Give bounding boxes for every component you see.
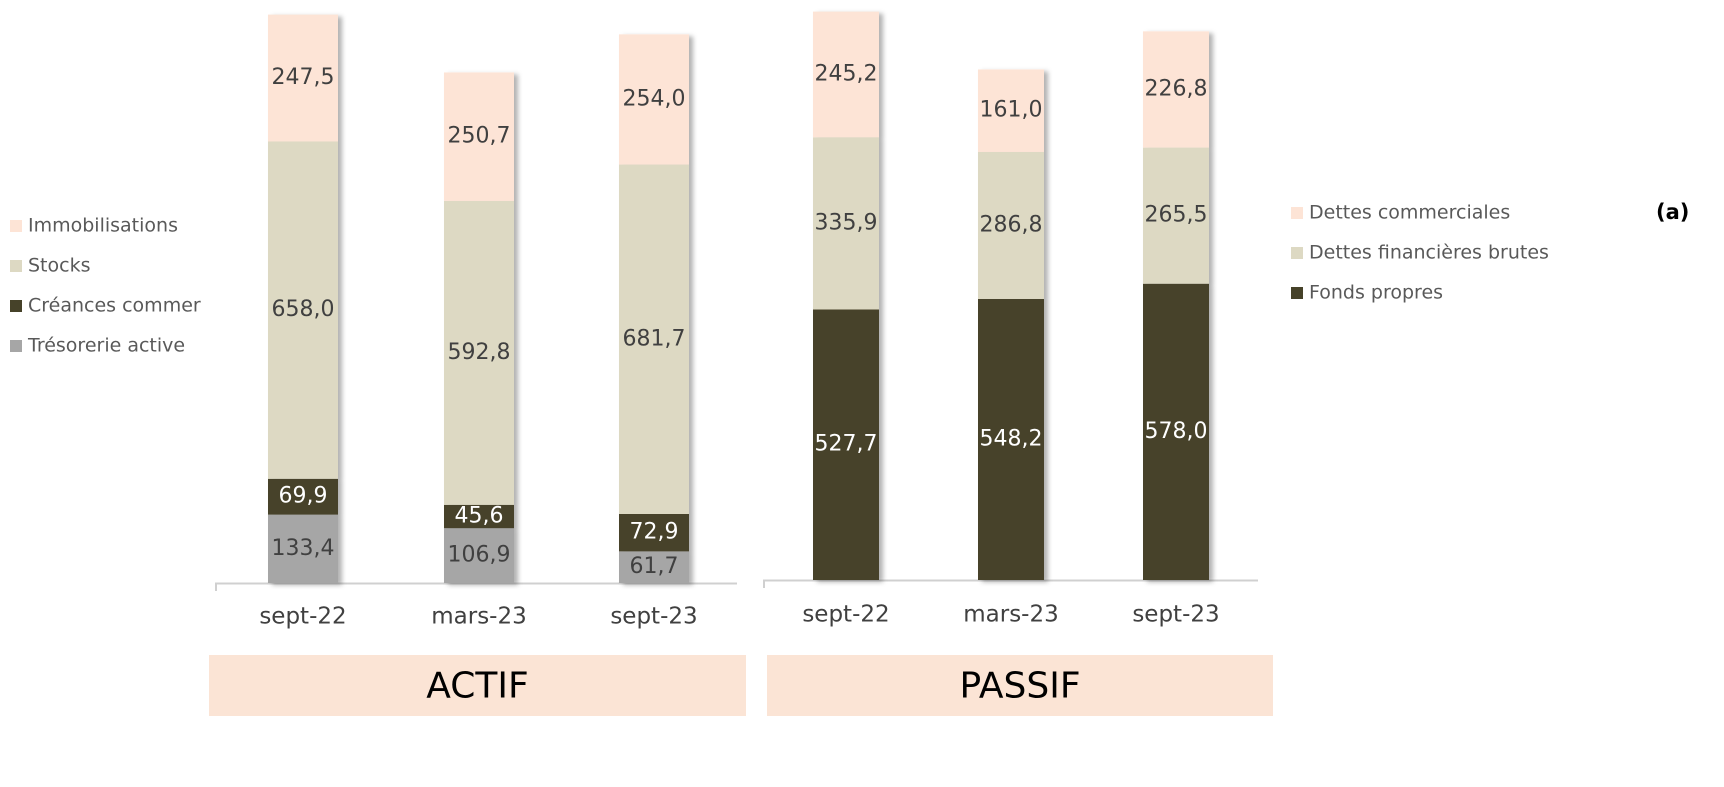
legend-swatch [1291, 287, 1303, 299]
data-label: 681,7 [623, 326, 686, 351]
bar-stack [268, 14, 338, 583]
data-label: 286,8 [980, 212, 1043, 237]
data-label: 247,5 [272, 65, 335, 90]
legend-swatch [10, 300, 22, 312]
legend-label: Dettes financières brutes [1309, 242, 1549, 264]
legend-label: Créances commer [28, 295, 201, 317]
legend-label: Fonds propres [1309, 282, 1443, 304]
data-label: 161,0 [980, 98, 1043, 123]
group-label: ACTIF [426, 666, 528, 707]
bar-segment [978, 69, 1044, 152]
bar-stack [619, 34, 689, 583]
data-label: 72,9 [630, 520, 679, 545]
bar-segment [444, 528, 514, 583]
legend-label: Dettes commerciales [1309, 202, 1510, 224]
data-label: 45,6 [455, 504, 504, 529]
data-label: 335,9 [815, 210, 878, 235]
data-label: 250,7 [448, 124, 511, 149]
bar-segment [619, 514, 689, 552]
data-label: 69,9 [279, 484, 328, 509]
bar-segment [813, 309, 879, 580]
group-banner [209, 655, 746, 716]
bar-segment [619, 551, 689, 583]
legend-swatch [1291, 207, 1303, 219]
data-label: 245,2 [815, 61, 878, 86]
data-label: 527,7 [815, 432, 878, 457]
bar-segment [619, 34, 689, 165]
legend-swatch [10, 220, 22, 232]
x-tick-label: sept-23 [610, 604, 697, 630]
bar-segment [444, 72, 514, 201]
x-tick-label: mars-23 [431, 604, 527, 630]
bar-segment [444, 504, 514, 529]
data-label: 133,4 [272, 536, 335, 561]
bar-segment [268, 514, 338, 583]
bar-stack [444, 72, 514, 583]
data-label: 254,0 [623, 86, 686, 111]
bar-segment [1143, 283, 1209, 580]
legend-swatch [10, 260, 22, 272]
x-tick-label: sept-22 [802, 602, 889, 628]
bar-segment [444, 200, 514, 505]
data-label: 226,8 [1145, 76, 1208, 101]
legend-label: Immobilisations [28, 215, 178, 237]
legend-swatch [1291, 247, 1303, 259]
bar-stack [813, 11, 879, 580]
bar-stack [978, 69, 1044, 580]
data-label: 548,2 [980, 426, 1043, 451]
x-tick-label: mars-23 [963, 602, 1059, 628]
bar-segment [268, 14, 338, 142]
legend: Dettes commerciales Dettes financières br… [1291, 202, 1549, 304]
data-label: 592,8 [448, 340, 511, 365]
legend-label: Stocks [28, 255, 90, 277]
bar-segment [813, 11, 879, 138]
bar-segment [813, 137, 879, 310]
data-label: 61,7 [630, 554, 679, 579]
x-tick-label: sept-23 [1132, 602, 1219, 628]
bar-segment [978, 298, 1044, 580]
bar-segment [1143, 31, 1209, 148]
x-tick-label: sept-22 [259, 604, 346, 630]
bar-stack [1143, 31, 1209, 580]
bar-segment [1143, 147, 1209, 284]
data-label: 106,9 [448, 543, 511, 568]
bar-segment [268, 141, 338, 479]
bar-segment [268, 478, 338, 515]
annotation: (a) [1656, 200, 1689, 224]
data-label: 265,5 [1145, 203, 1208, 228]
legend-label: Trésorerie active [27, 335, 185, 357]
legend: Immobilisations Stocks Créances commer Trés… [10, 215, 201, 357]
bar-segment [619, 164, 689, 515]
group-label: PASSIF [959, 666, 1080, 707]
group-banner [767, 655, 1273, 716]
data-label: 578,0 [1145, 419, 1208, 444]
legend-swatch [10, 340, 22, 352]
bar-segment [978, 151, 1044, 299]
data-label: 658,0 [272, 297, 335, 322]
